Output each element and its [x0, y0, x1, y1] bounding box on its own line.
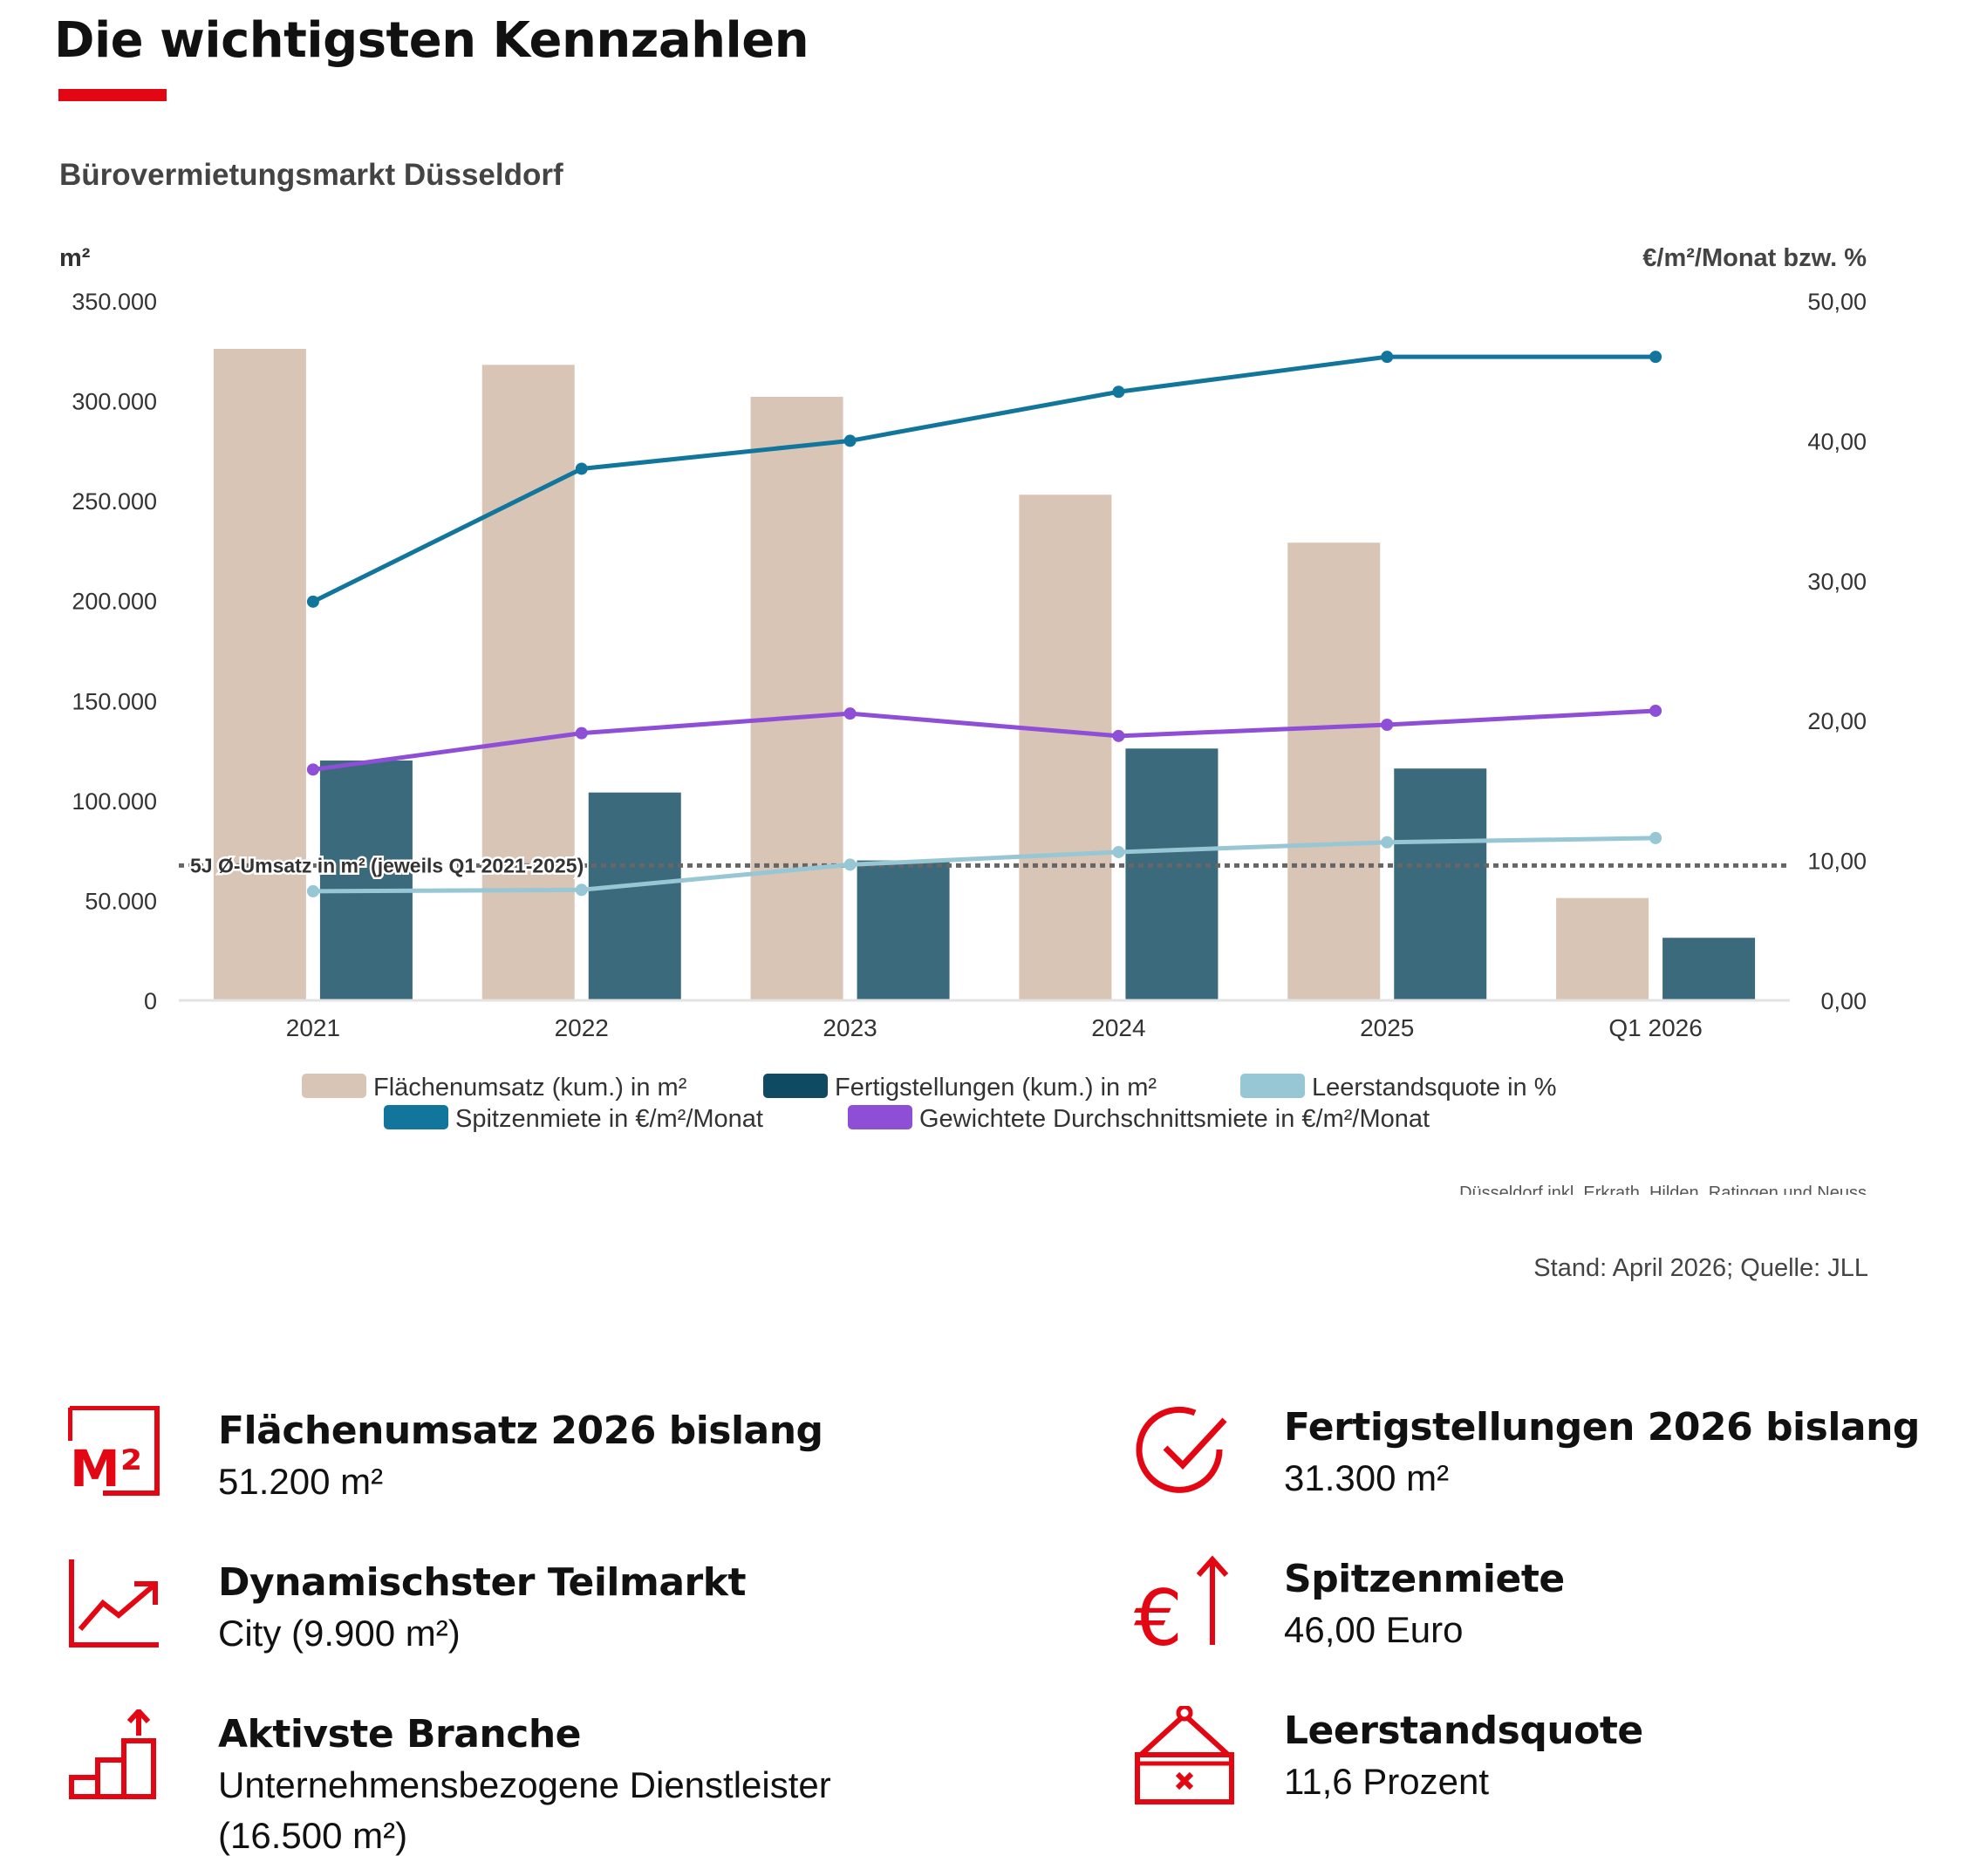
y-tick-right: 40,00	[1807, 428, 1867, 454]
bar-fertigstellungen	[1394, 768, 1487, 1000]
line-leerstandsquote	[312, 836, 1656, 894]
x-tick-label: 2025	[1360, 1014, 1414, 1041]
y-axis-right-title: €/m²/Monat bzw. %	[1642, 244, 1867, 272]
line-leerstandsquote-point	[1649, 831, 1662, 844]
chart-title: Bürovermietungsmarkt Düsseldorf	[59, 158, 563, 192]
source-text: Stand: April 2026; Quelle: JLL	[1533, 1254, 1868, 1282]
kpi-value: Unternehmensbezogene Dienstleister	[218, 1764, 831, 1805]
y-tick-left: 100.000	[72, 788, 157, 815]
y-tick-left: 200.000	[72, 589, 157, 615]
line-spitzenmiete-point	[1649, 351, 1662, 364]
chart-footnote: Düsseldorf inkl. Erkrath, Hilden, Rating…	[1459, 1184, 1867, 1195]
x-tick-label: 2021	[286, 1014, 340, 1041]
growth-steps-icon	[68, 1707, 171, 1812]
m2-icon: M²	[67, 1405, 171, 1509]
euro-up-icon: €	[1134, 1554, 1237, 1663]
line-leerstandsquote-point	[1381, 836, 1394, 849]
reference-line-label: 5J Ø-Umsatz in m² (jeweils Q1 2021-2025)	[190, 854, 584, 877]
kpi-label: Dynamischster Teilmarkt	[218, 1560, 747, 1605]
y-tick-left: 150.000	[72, 688, 157, 714]
y-tick-right: 50,00	[1807, 289, 1867, 315]
line-durchschnittsmiete-point	[575, 727, 588, 740]
kpi-label: Leerstandsquote	[1284, 1709, 1643, 1753]
line-durchschnittsmiete-point	[1381, 719, 1394, 732]
kpi-value: 46,00 Euro	[1284, 1609, 1464, 1650]
kpi-label: Spitzenmiete	[1284, 1557, 1565, 1601]
chart-container: Bürovermietungsmarkt Düsseldorf m² €/m²/Mo…	[0, 140, 1973, 1195]
line-durchschnittsmiete-point	[843, 707, 857, 720]
x-tick-label: 2022	[555, 1014, 609, 1041]
legend-swatch	[763, 1074, 828, 1098]
line-durchschnittsmiete	[312, 708, 1656, 772]
y-tick-left: 50.000	[85, 888, 157, 914]
line-leerstandsquote-point	[843, 858, 857, 871]
kpi-value: 11,6 Prozent	[1284, 1761, 1490, 1802]
line-spitzenmiete-point	[306, 595, 319, 608]
bar-fertigstellungen	[1125, 748, 1219, 1000]
kpi-value-secondary: (16.500 m²)	[218, 1815, 408, 1856]
y-tick-left: 300.000	[72, 389, 157, 415]
line-durchschnittsmiete-point	[1112, 729, 1125, 742]
line-spitzenmiete	[311, 354, 1656, 604]
kpi-label: Flächenumsatz 2026 bislang	[218, 1409, 823, 1453]
line-leerstandsquote-point	[1112, 845, 1125, 858]
legend-swatch	[848, 1105, 912, 1129]
svg-text:€: €	[1134, 1573, 1183, 1657]
line-spitzenmiete-point	[1381, 351, 1394, 364]
x-tick-label: Q1 2026	[1608, 1014, 1702, 1041]
bar-fertigstellungen	[1662, 938, 1756, 1000]
legend-label: Flächenumsatz (kum.) in m²	[373, 1074, 687, 1102]
bar-flaechenumsatz	[1019, 495, 1112, 1000]
line-leerstandsquote-point	[575, 883, 588, 897]
y-tick-right: 20,00	[1807, 708, 1867, 734]
y-tick-left: 0	[144, 988, 157, 1014]
trend-chart-icon	[68, 1558, 171, 1661]
page-title: Die wichtigsten Kennzahlen	[54, 12, 809, 69]
bar-flaechenumsatz	[213, 348, 306, 1001]
legend-label: Fertigstellungen (kum.) in m²	[835, 1074, 1157, 1102]
kpi-label: Aktivste Branche	[218, 1712, 581, 1757]
chart-svg: Bürovermietungsmarkt Düsseldorf m² €/m²/Mo…	[59, 158, 1867, 1195]
line-leerstandsquote-point	[306, 884, 319, 897]
legend-swatch	[302, 1074, 366, 1098]
line-durchschnittsmiete-point	[1649, 704, 1662, 717]
bar-flaechenumsatz	[750, 396, 843, 1000]
title-accent-rule	[58, 89, 167, 101]
y-tick-left: 350.000	[72, 289, 157, 315]
line-spitzenmiete-point	[575, 462, 588, 475]
bar-fertigstellungen	[319, 761, 413, 1000]
kpi-label: Fertigstellungen 2026 bislang	[1284, 1405, 1920, 1450]
legend-label: Gewichtete Durchschnittsmiete in €/m²/Mo…	[919, 1105, 1430, 1133]
bar-fertigstellungen	[857, 860, 950, 1000]
line-spitzenmiete-point	[843, 434, 857, 447]
bar-flaechenumsatz	[481, 365, 575, 1001]
y-axis-left-title: m²	[59, 244, 91, 272]
check-circle-icon	[1134, 1402, 1237, 1505]
kpi-value: 31.300 m²	[1284, 1457, 1450, 1498]
x-tick-label: 2024	[1091, 1014, 1145, 1041]
svg-text:M²: M²	[70, 1439, 142, 1498]
y-tick-right: 30,00	[1807, 569, 1867, 595]
legend-swatch	[1240, 1074, 1305, 1098]
line-durchschnittsmiete-point	[306, 763, 319, 776]
x-tick-label: 2023	[823, 1014, 877, 1041]
y-tick-right: 0,00	[1820, 988, 1867, 1014]
line-spitzenmiete-point	[1112, 385, 1125, 399]
vacancy-sign-icon	[1134, 1704, 1237, 1809]
legend-label: Spitzenmiete in €/m²/Monat	[455, 1105, 763, 1133]
y-tick-left: 250.000	[72, 488, 157, 515]
bar-flaechenumsatz	[1287, 542, 1381, 1000]
bar-flaechenumsatz	[1556, 897, 1649, 1000]
bar-fertigstellungen	[588, 792, 681, 1000]
legend-label: Leerstandsquote in %	[1312, 1074, 1557, 1102]
kpi-value: 51.200 m²	[218, 1461, 384, 1502]
legend-swatch	[384, 1105, 448, 1129]
kpi-value: City (9.900 m²)	[218, 1613, 461, 1654]
y-tick-right: 10,00	[1807, 849, 1867, 875]
